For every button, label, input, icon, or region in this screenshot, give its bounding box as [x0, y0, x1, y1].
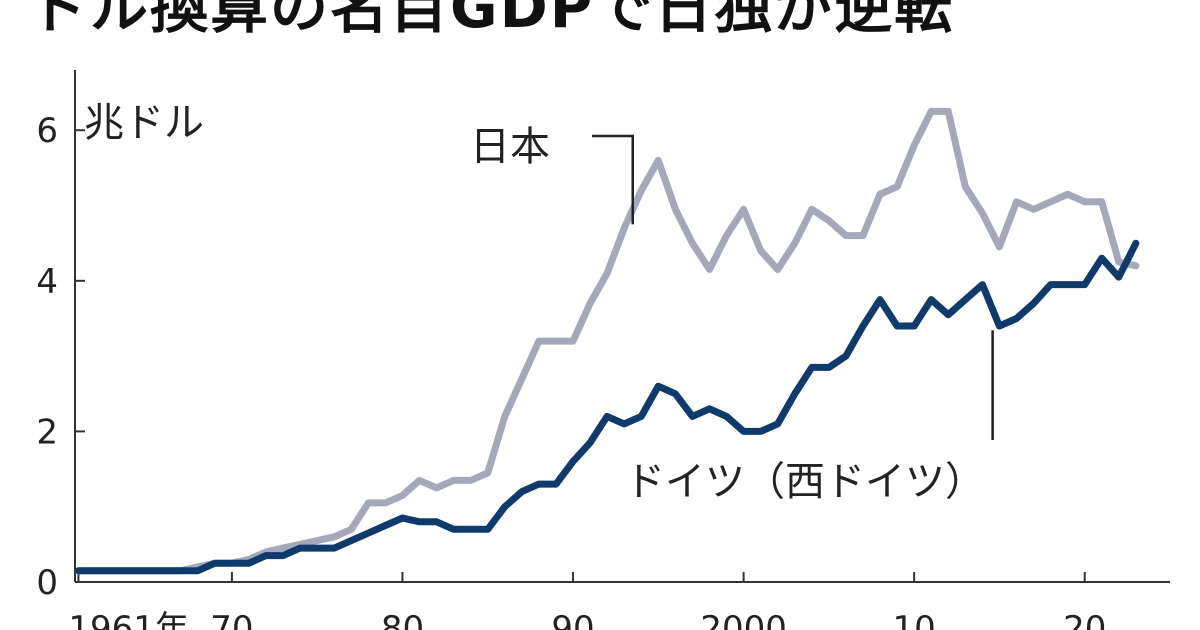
x-tick-label: 80	[381, 609, 424, 630]
x-tick-label: 90	[551, 609, 594, 630]
y-tick-label: 2	[36, 412, 58, 452]
series-line-germany	[74, 239, 1140, 575]
labels: 兆ドル 日本 ドイツ（西ドイツ）	[84, 100, 985, 505]
x-tick-label: 20	[1063, 609, 1106, 630]
headline: ドル換算の名目GDPで日独が逆転	[30, 0, 955, 41]
y-tick-label: 6	[36, 111, 58, 151]
series-label-germany: ドイツ（西ドイツ）	[625, 459, 985, 505]
axes: 0 2 4 6 1961年 70 80 90 2000 10 20	[36, 70, 1170, 630]
y-axis-unit-label: 兆ドル	[84, 100, 204, 146]
series-lines	[74, 107, 1140, 575]
x-tick-label: 70	[210, 609, 253, 630]
leader-line-japan	[592, 134, 634, 225]
x-tick-label: 10	[893, 609, 936, 630]
x-tick-label: 2000	[700, 609, 787, 630]
series-label-japan: 日本	[470, 124, 550, 170]
y-tick-label: 0	[36, 563, 58, 603]
x-tick-label: 1961年	[68, 609, 189, 630]
y-tick-label: 4	[36, 262, 58, 302]
